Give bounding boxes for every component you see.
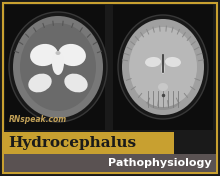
- Text: Hydrocephalus: Hydrocephalus: [8, 136, 136, 150]
- Ellipse shape: [129, 27, 197, 107]
- Ellipse shape: [161, 64, 165, 74]
- Ellipse shape: [64, 74, 88, 92]
- FancyBboxPatch shape: [4, 154, 216, 172]
- FancyBboxPatch shape: [5, 5, 105, 130]
- Ellipse shape: [52, 51, 64, 75]
- Ellipse shape: [145, 88, 181, 110]
- FancyBboxPatch shape: [113, 5, 213, 130]
- Text: Pathophysiology: Pathophysiology: [108, 158, 212, 168]
- Ellipse shape: [13, 16, 103, 118]
- Ellipse shape: [9, 12, 107, 122]
- Ellipse shape: [20, 23, 96, 111]
- Ellipse shape: [58, 44, 86, 66]
- Ellipse shape: [158, 83, 168, 91]
- FancyBboxPatch shape: [4, 132, 174, 154]
- Ellipse shape: [145, 57, 161, 67]
- Ellipse shape: [28, 74, 52, 92]
- Ellipse shape: [122, 19, 204, 115]
- Text: RNspeak.com: RNspeak.com: [9, 115, 67, 124]
- Ellipse shape: [30, 44, 58, 66]
- Ellipse shape: [55, 51, 60, 55]
- Ellipse shape: [165, 57, 181, 67]
- FancyBboxPatch shape: [3, 3, 217, 173]
- Ellipse shape: [118, 15, 208, 119]
